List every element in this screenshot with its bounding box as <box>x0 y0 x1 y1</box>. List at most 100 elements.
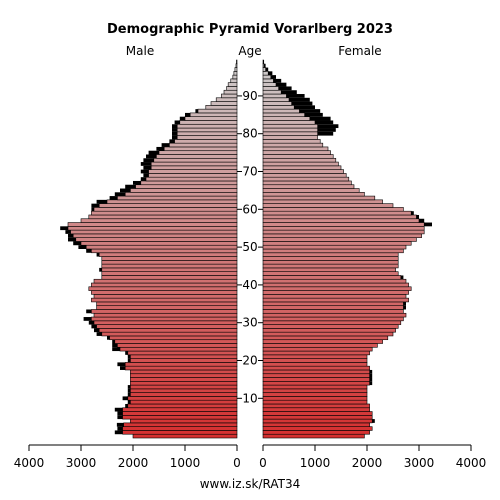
age-tick-label-70: 70 <box>242 165 257 179</box>
male-bar-age-68 <box>145 176 238 182</box>
female-bar-age-13 <box>262 384 368 390</box>
male-bar-age-9 <box>130 399 238 405</box>
male-bar-age-54 <box>70 229 238 235</box>
male-bar-age-22 <box>127 350 238 356</box>
male-bar-age-83 <box>179 120 238 125</box>
female-bar-age-45 <box>262 263 399 269</box>
male-bar-age-37 <box>93 294 238 299</box>
male-bar-age-4 <box>130 418 238 424</box>
female-bar-age-66 <box>262 184 355 189</box>
male-excess-age-71 <box>143 165 152 170</box>
female-excess-age-89 <box>289 97 310 102</box>
male-bar-age-6 <box>122 411 238 416</box>
male-excess-age-12 <box>127 388 131 393</box>
female-bar-age-81 <box>262 127 318 133</box>
female-excess-age-99 <box>263 60 265 64</box>
female-excess-age-84 <box>309 116 331 121</box>
male-bar-age-33 <box>91 309 238 314</box>
male-bar-age-45 <box>101 263 238 269</box>
chart-title: Demographic Pyramid Vorarlberg 2023 <box>107 22 393 37</box>
male-bar-age-87 <box>205 105 238 110</box>
female-bar-age-50 <box>262 244 407 250</box>
female-excess-age-97 <box>265 67 269 72</box>
male-excess-age-53 <box>68 233 74 238</box>
female-bar-age-38 <box>262 290 409 295</box>
male-bar-age-92 <box>226 86 238 91</box>
male-excess-age-77 <box>161 143 170 147</box>
male-bar-age-99 <box>236 59 238 65</box>
male-excess-age-83 <box>174 120 180 125</box>
female-bar-age-11 <box>262 392 368 397</box>
female-bar-age-91 <box>262 89 282 95</box>
male-excess-age-84 <box>179 116 185 121</box>
male-bar-age-46 <box>101 260 238 265</box>
female-bar-age-95 <box>262 74 272 80</box>
male-excess-age-80 <box>172 131 178 136</box>
x-tick-label-right-3000: 3000 <box>404 456 435 470</box>
female-bar-age-99 <box>262 59 264 65</box>
male-excess-age-29 <box>91 324 97 329</box>
female-excess-age-95 <box>270 75 276 79</box>
female-bar-age-59 <box>262 210 412 216</box>
male-bar-age-57 <box>80 218 238 223</box>
male-bar-age-67 <box>140 180 238 186</box>
female-bar-age-0 <box>262 433 365 439</box>
female-excess-age-16 <box>369 373 373 378</box>
male-bar-age-98 <box>235 63 238 68</box>
male-excess-age-55 <box>60 226 68 231</box>
male-bar-age-7 <box>122 407 238 412</box>
female-bar-age-69 <box>262 173 347 178</box>
age-tick-label-80: 80 <box>242 127 257 141</box>
female-bar-age-76 <box>262 146 329 152</box>
x-tick-label-left-1000: 1000 <box>170 456 201 470</box>
female-bar-age-6 <box>262 411 373 416</box>
female-bar-age-92 <box>262 86 279 91</box>
male-bar-age-39 <box>88 286 238 291</box>
female-bar-age-19 <box>262 362 368 367</box>
female-bar-age-28 <box>262 328 396 333</box>
female-bar-age-41 <box>262 278 407 284</box>
female-bar-age-79 <box>262 135 318 140</box>
male-bar-age-17 <box>130 369 238 375</box>
male-excess-age-10 <box>122 396 128 401</box>
female-excess-age-4 <box>372 419 375 423</box>
x-axis-right: 0 1000 2000 3000 4000 <box>259 444 486 470</box>
male-bar-age-52 <box>75 237 238 242</box>
female-label: Female <box>338 44 381 58</box>
female-bar-age-96 <box>262 71 269 76</box>
female-excess-age-88 <box>291 101 313 106</box>
age-tick-label-90: 90 <box>242 89 257 103</box>
male-excess-age-69 <box>143 173 149 178</box>
female-bar-age-61 <box>262 203 394 208</box>
male-bar-age-89 <box>215 97 238 102</box>
x-tick-label-left-0: 0 <box>233 456 241 470</box>
male-bar-age-61 <box>98 203 238 208</box>
age-tick-label-10: 10 <box>242 391 257 405</box>
female-bar-age-44 <box>262 267 396 272</box>
female-bar-age-18 <box>262 365 370 371</box>
female-excess-age-83 <box>315 120 334 125</box>
male-bar-age-62 <box>106 199 238 204</box>
female-excess-age-92 <box>278 86 292 91</box>
male-excess-age-78 <box>169 139 175 144</box>
male-excess-age-27 <box>96 332 102 336</box>
x-tick-label-left-2000: 2000 <box>118 456 149 470</box>
x-tick-label-right-1000: 1000 <box>300 456 331 470</box>
female-excess-age-86 <box>299 109 321 113</box>
male-bar-age-26 <box>109 335 238 341</box>
female-excess-age-85 <box>304 112 323 117</box>
male-bar-age-76 <box>163 146 238 152</box>
x-tick-label-right-0: 0 <box>259 456 267 470</box>
female-bar-age-48 <box>262 252 399 257</box>
male-bar-age-80 <box>176 131 238 136</box>
male-bar-age-34 <box>96 305 238 310</box>
male-bar-age-60 <box>93 207 238 212</box>
female-bar-age-37 <box>262 294 407 299</box>
male-bar-age-51 <box>80 241 238 246</box>
female-bar-age-56 <box>262 222 425 227</box>
male-excess-age-61 <box>91 203 100 208</box>
male-excess-age-63 <box>109 196 118 200</box>
female-excess-age-56 <box>424 222 432 227</box>
female-bar-age-1 <box>262 430 370 435</box>
female-bar-age-54 <box>262 229 425 235</box>
